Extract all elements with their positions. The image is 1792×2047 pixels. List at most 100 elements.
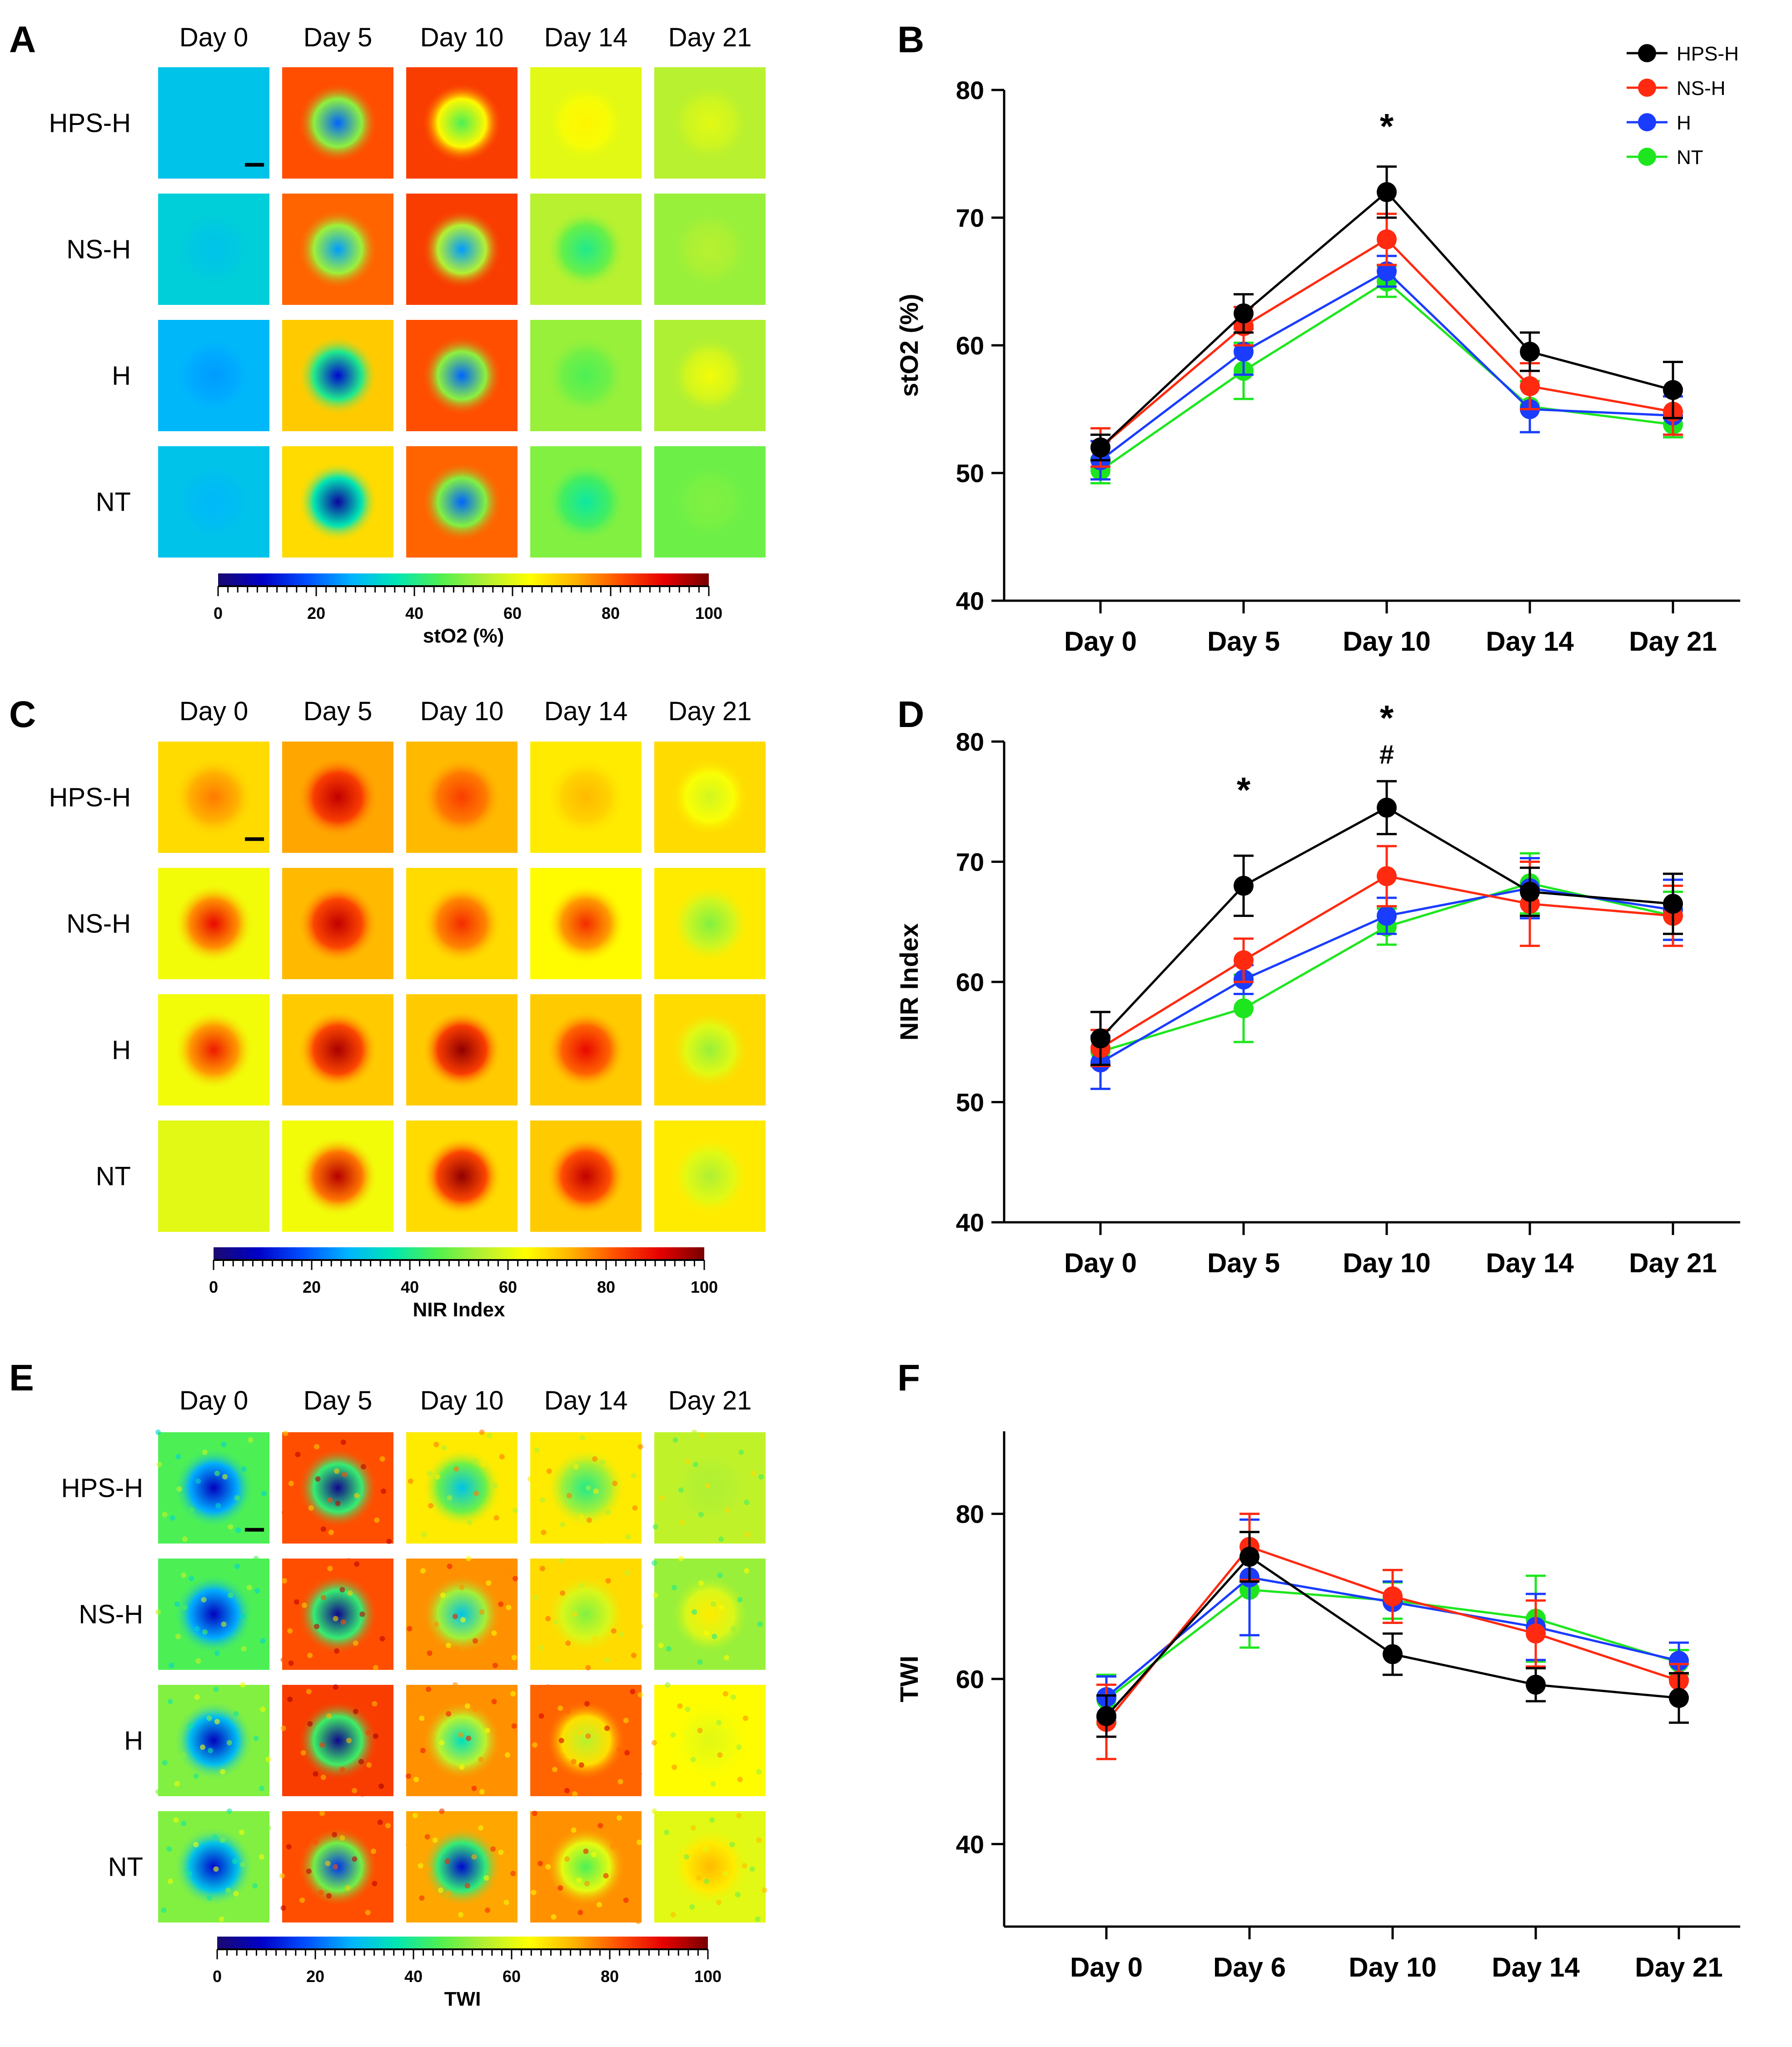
texture-speck <box>565 1640 571 1646</box>
texture-speck <box>201 1777 207 1783</box>
texture-speck <box>552 1587 558 1593</box>
texture-speck <box>288 1660 294 1666</box>
legend-label: NT <box>1677 146 1703 169</box>
heatmap-tile <box>280 1558 393 1671</box>
texture-speck <box>558 1885 563 1891</box>
legend-label: H <box>1677 112 1691 134</box>
texture-speck <box>287 1696 293 1702</box>
wound-region <box>546 209 626 289</box>
day-header: Day 5 <box>304 23 373 52</box>
y-tick-label: 50 <box>956 1088 984 1117</box>
heatmap-tile <box>158 1808 271 1922</box>
texture-speck <box>610 1844 616 1850</box>
texture-speck <box>718 1536 724 1542</box>
texture-speck <box>281 1578 287 1584</box>
texture-speck <box>380 1488 386 1494</box>
wound-region <box>174 1827 254 1907</box>
wound-region <box>174 83 254 163</box>
row-label: H <box>124 1726 143 1756</box>
texture-speck <box>577 1730 583 1736</box>
texture-speck <box>175 1454 181 1459</box>
texture-speck <box>161 1728 167 1733</box>
texture-speck <box>354 1493 360 1499</box>
wound-region <box>670 883 750 964</box>
texture-speck <box>597 1823 603 1828</box>
texture-speck <box>510 1871 516 1877</box>
texture-speck <box>352 1856 358 1862</box>
texture-speck <box>704 1698 710 1704</box>
heatmap-tile <box>406 1429 518 1544</box>
texture-speck <box>631 1721 637 1727</box>
colorbar-tick-label: 0 <box>213 1967 222 1986</box>
texture-speck <box>155 1789 161 1795</box>
texture-speck <box>604 1657 610 1663</box>
texture-speck <box>181 1820 187 1826</box>
texture-speck <box>533 1526 539 1532</box>
texture-speck <box>294 1599 299 1605</box>
texture-speck <box>288 1480 294 1486</box>
panel-letter-a: A <box>9 19 36 60</box>
texture-speck <box>453 1466 459 1472</box>
texture-speck <box>221 1621 227 1627</box>
scale-bar <box>245 837 264 841</box>
x-tick-label: Day 5 <box>1207 626 1280 657</box>
texture-speck <box>213 1866 219 1872</box>
texture-speck <box>253 1735 259 1741</box>
texture-speck <box>193 1842 199 1848</box>
texture-speck <box>503 1899 509 1905</box>
texture-speck <box>486 1580 492 1586</box>
texture-speck <box>432 1837 438 1843</box>
texture-speck <box>175 1634 181 1639</box>
texture-speck <box>302 1602 307 1608</box>
heatmap-tile <box>406 320 518 431</box>
colorbar-tick-label: 60 <box>499 1278 517 1296</box>
texture-speck <box>670 1732 676 1738</box>
wound-region <box>546 1010 626 1090</box>
colorbar-label: TWI <box>444 1988 481 2010</box>
texture-speck <box>612 1660 618 1666</box>
texture-speck <box>677 1883 683 1889</box>
row-label: NS-H <box>66 235 131 264</box>
texture-speck <box>408 1478 413 1484</box>
texture-speck <box>598 1607 604 1613</box>
y-tick-label: 70 <box>956 848 984 877</box>
texture-speck <box>300 1750 306 1756</box>
wound-region <box>422 1136 502 1216</box>
line-chart-b: 40 50 60 70 80 Day 0 Day 5 Day 10 Day 14 Day 21 st… <box>895 43 1740 657</box>
texture-speck <box>690 1825 696 1831</box>
heatmap-tile <box>654 1121 766 1232</box>
texture-speck <box>359 1791 365 1797</box>
heatmap-tile <box>406 446 518 558</box>
wound-region <box>546 83 626 163</box>
texture-speck <box>174 1781 180 1787</box>
texture-speck <box>167 1698 173 1704</box>
row-label: NS-H <box>79 1600 143 1629</box>
texture-speck <box>320 1526 326 1532</box>
texture-speck <box>188 1723 194 1729</box>
x-tick-label: Day 0 <box>1064 1248 1137 1278</box>
texture-speck <box>327 1566 333 1572</box>
texture-speck <box>722 1691 728 1697</box>
texture-speck <box>702 1846 708 1852</box>
heatmap-tile <box>654 67 766 179</box>
texture-speck <box>241 1646 247 1652</box>
heatmap-tile <box>530 994 642 1106</box>
texture-speck <box>387 1459 393 1465</box>
heatmap-tile <box>530 67 642 179</box>
texture-speck <box>679 1519 685 1525</box>
texture-speck <box>458 1912 464 1918</box>
texture-speck <box>189 1576 194 1582</box>
texture-speck <box>438 1887 443 1893</box>
texture-speck <box>690 1757 696 1763</box>
data-point <box>1520 882 1540 902</box>
texture-speck <box>295 1631 301 1637</box>
texture-speck <box>427 1718 433 1724</box>
wound-region <box>670 83 750 163</box>
heatmap-tile <box>406 194 518 305</box>
texture-speck <box>576 1877 582 1883</box>
x-tick-label: Day 0 <box>1064 626 1137 657</box>
legend-label: NS-H <box>1677 77 1726 100</box>
texture-speck <box>510 1691 516 1697</box>
day-header: Day 0 <box>179 23 249 52</box>
wound-region <box>422 1010 502 1090</box>
